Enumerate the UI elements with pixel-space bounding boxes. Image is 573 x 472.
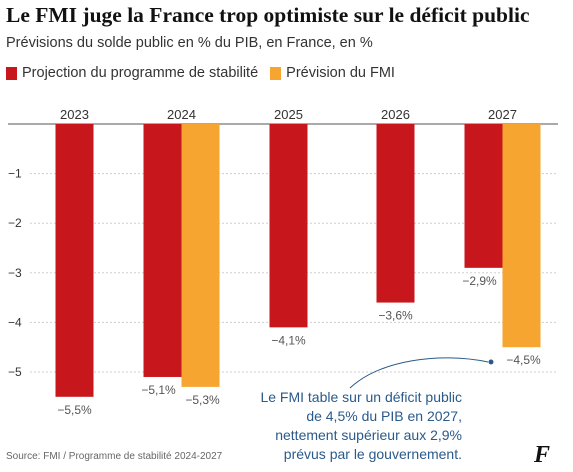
y-tick-label: −3 — [8, 266, 22, 280]
data-label-fmi: −4,5% — [506, 353, 541, 367]
data-label-stability: −2,9% — [462, 274, 497, 288]
data-label-fmi: −5,3% — [185, 393, 220, 407]
chart-title: Le FMI juge la France trop optimiste sur… — [6, 3, 530, 27]
publisher-logo: F — [534, 442, 551, 468]
bar-stability — [269, 124, 308, 328]
y-tick-label: −5 — [8, 365, 22, 379]
legend-swatch-fmi — [270, 66, 282, 80]
bar-stability — [464, 124, 503, 268]
data-label-stability: −5,1% — [141, 383, 176, 397]
legend-swatch-stability — [6, 66, 17, 80]
data-label-stability: −3,6% — [378, 309, 413, 323]
bar-fmi — [502, 124, 541, 348]
annotation-text-line: nettement supérieur aux 2,9% — [275, 427, 462, 443]
legend: Projection du programme de stabilité Pré… — [6, 65, 407, 81]
x-category-label: 2026 — [381, 107, 410, 122]
annotation-connector — [349, 357, 489, 389]
chart-subtitle: Prévisions du solde public en % du PIB, … — [6, 35, 373, 51]
annotation-text-line: de 4,5% du PIB en 2027, — [306, 408, 462, 424]
data-label-stability: −5,5% — [57, 403, 92, 417]
x-category-label: 2027 — [488, 107, 517, 122]
y-tick-label: −4 — [8, 315, 22, 329]
bar-stability — [55, 124, 94, 397]
source-note: Source: FMI / Programme de stabilité 202… — [6, 451, 223, 462]
annotation-text-line: Le FMI table sur un déficit public — [260, 389, 462, 405]
y-tick-label: −1 — [8, 167, 22, 181]
bar-stability — [143, 124, 182, 377]
data-label-stability: −4,1% — [271, 333, 306, 347]
x-category-label: 2025 — [274, 107, 303, 122]
legend-label-fmi: Prévision du FMI — [286, 65, 395, 81]
x-category-label: 2023 — [60, 107, 89, 122]
bar-stability — [376, 124, 415, 303]
x-category-label: 2024 — [167, 107, 196, 122]
legend-label-stability: Projection du programme de stabilité — [22, 65, 259, 81]
legend-item-fmi: Prévision du FMI — [270, 65, 395, 81]
y-tick-label: −2 — [8, 216, 22, 230]
legend-item-stability: Projection du programme de stabilité — [6, 65, 258, 81]
bar-fmi — [181, 124, 220, 387]
annotation-dot — [488, 359, 494, 365]
annotation-text-line: prévus par le gouvernement. — [284, 446, 462, 462]
